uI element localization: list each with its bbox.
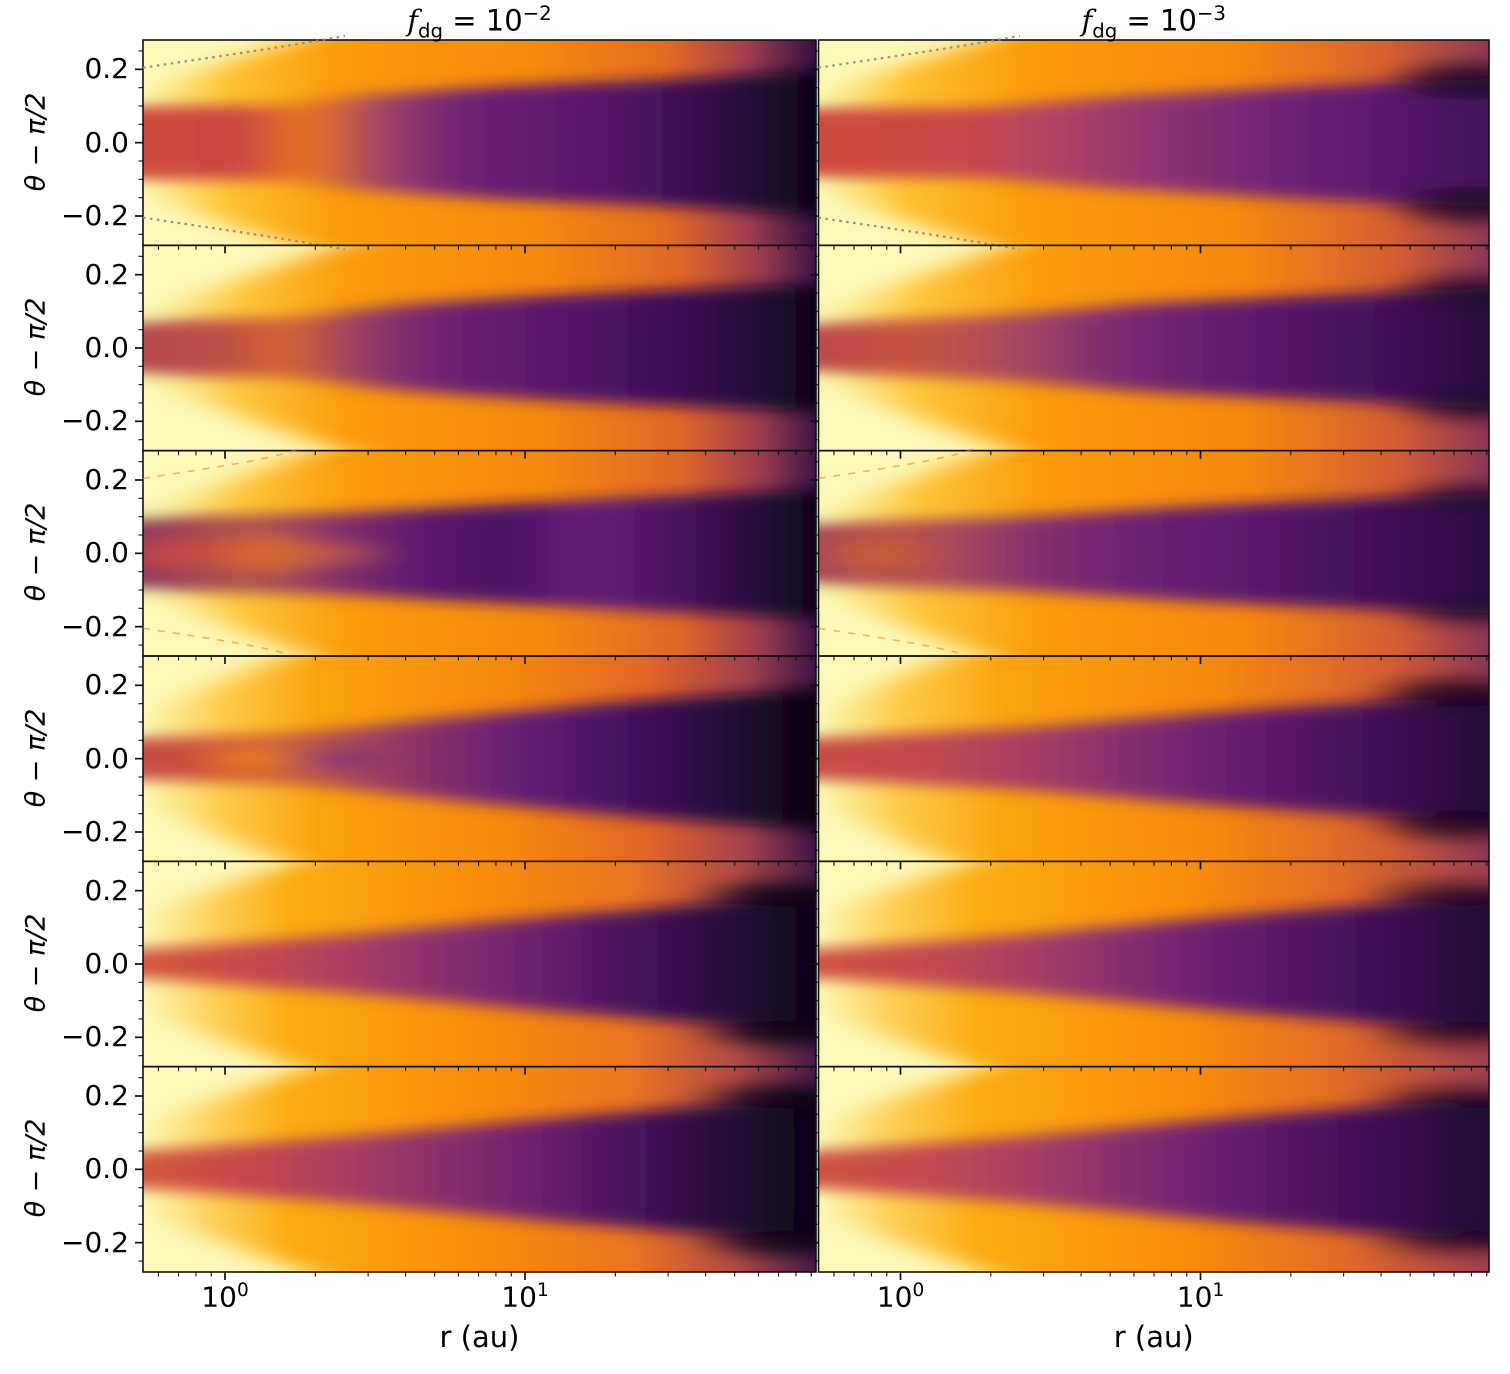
y-tick-label: −0.2 — [61, 609, 129, 643]
x-tick-exponent: 1 — [1212, 1279, 1225, 1301]
y-tick-label: 0.2 — [84, 257, 129, 291]
x-tick-label: 101 — [480, 1280, 570, 1313]
y-tick-label: 0.2 — [84, 873, 129, 907]
y-tick-label: 0.0 — [84, 125, 129, 159]
y-tick-label: 0.0 — [84, 536, 129, 570]
column-title: fdg = 10−3 — [934, 2, 1374, 42]
title-subscript: dg — [418, 19, 444, 43]
title-equals: = 10 — [443, 3, 523, 38]
title-equals: = 10 — [1117, 3, 1197, 38]
x-tick-exponent: 0 — [236, 1279, 249, 1301]
y-tick-label: −0.2 — [61, 1020, 129, 1054]
x-tick-exponent: 0 — [912, 1279, 925, 1301]
y-tick-label: 0.0 — [84, 330, 129, 364]
x-axis-label: r (au) — [1113, 1319, 1194, 1354]
x-tick-label: 101 — [1156, 1280, 1246, 1313]
x-tick-base: 10 — [876, 1280, 913, 1314]
title-exponent: −3 — [1196, 2, 1226, 25]
x-axis-label: r (au) — [439, 1319, 520, 1354]
x-tick-label: 100 — [180, 1280, 270, 1313]
y-tick-label: 0.2 — [84, 52, 129, 86]
y-tick-label: −0.2 — [61, 1225, 129, 1259]
y-tick-label: 0.0 — [84, 741, 129, 775]
x-tick-label: 100 — [856, 1280, 946, 1313]
y-axis-label: θ − π/2 — [21, 297, 53, 397]
y-tick-label: 0.0 — [84, 946, 129, 980]
y-tick-label: −0.2 — [61, 198, 129, 232]
y-tick-label: −0.2 — [61, 814, 129, 848]
title-var: f — [1081, 3, 1093, 38]
y-tick-label: −0.2 — [61, 404, 129, 438]
x-tick-base: 10 — [1176, 1280, 1213, 1314]
x-tick-base: 10 — [201, 1280, 237, 1314]
y-axis-label: θ − π/2 — [21, 913, 53, 1013]
y-tick-label: 0.2 — [84, 1078, 129, 1112]
y-axis-label: θ − π/2 — [21, 1118, 53, 1218]
y-axis-label: θ − π/2 — [21, 92, 53, 192]
column-title: fdg = 10−2 — [260, 2, 700, 42]
y-axis-label: θ − π/2 — [21, 502, 53, 602]
y-tick-label: 0.2 — [84, 668, 129, 702]
x-tick-exponent: 1 — [536, 1279, 549, 1301]
title-var: f — [407, 3, 419, 38]
y-axis-label: θ − π/2 — [21, 708, 53, 808]
y-tick-label: 0.0 — [84, 1152, 129, 1186]
title-exponent: −2 — [522, 2, 552, 25]
y-tick-label: 0.2 — [84, 462, 129, 496]
x-tick-base: 10 — [501, 1280, 537, 1314]
title-subscript: dg — [1092, 19, 1118, 43]
